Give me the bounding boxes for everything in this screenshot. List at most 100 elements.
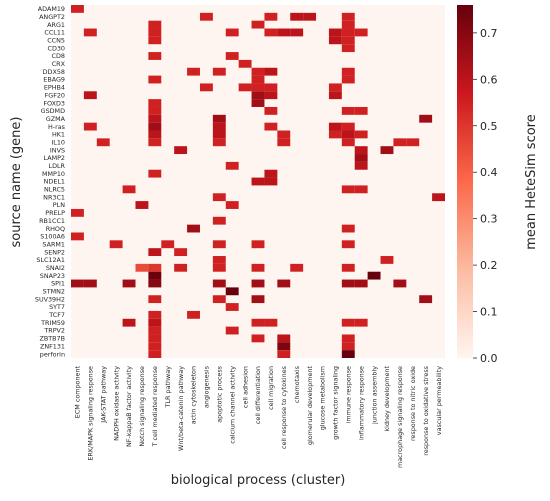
x-tick-label: vascular permeability [435, 366, 443, 435]
heatmap-cell [187, 224, 200, 233]
heatmap-cell [341, 75, 355, 84]
y-tick-label: ZNF131 [40, 342, 65, 350]
heatmap-cell [251, 20, 265, 29]
heatmap-cell [406, 138, 420, 147]
heatmap-cell [148, 20, 162, 29]
heatmap-cell [393, 138, 407, 147]
y-tick-label: ANGPT2 [39, 13, 65, 21]
heatmap-cell [264, 169, 278, 178]
heatmap-cell [419, 114, 433, 123]
heatmap-cell [367, 271, 381, 280]
heatmap-cell [212, 279, 226, 288]
y-tick-label: TRIM59 [40, 319, 65, 327]
y-tick-label: SNAP23 [40, 272, 65, 280]
heatmap-cell [148, 271, 162, 280]
x-tick-label: inflammatory response [357, 366, 365, 440]
x-tick-label: chemotaxis [293, 365, 301, 403]
y-tick-label: S100A6 [40, 233, 65, 241]
heatmap-cell [341, 36, 355, 45]
heatmap-cell [251, 75, 265, 84]
y-tick-label: PLN [53, 201, 65, 209]
heatmap-cell [148, 310, 162, 319]
x-tick-labels: ECM component ERK/MAPK signaling response… [74, 365, 443, 468]
heatmap-cell [148, 99, 162, 107]
heatmap-cell [354, 154, 368, 162]
heatmap-cell [71, 279, 84, 288]
heatmap-cell [122, 185, 136, 194]
y-tick-label: LDLR [49, 162, 66, 170]
x-tick-label: glucose metabolism [319, 366, 327, 430]
y-tick-label: IL10 [51, 138, 65, 146]
heatmap-cell [277, 350, 291, 358]
x-tick-label: NADPH oxidase activity [112, 366, 120, 441]
heatmap-cell [71, 232, 84, 241]
heatmap-cell [161, 240, 175, 249]
y-tick-label: GSDMD [41, 107, 65, 115]
heatmap-cell [212, 216, 226, 225]
heatmap-cell [251, 334, 265, 343]
heatmap-cell [83, 28, 97, 37]
y-tick-label: SYT7 [49, 303, 65, 311]
x-tick-label: Wnt/beta-catenin pathway [177, 366, 185, 451]
heatmap-cell [187, 310, 200, 319]
heatmap-cell [341, 263, 355, 272]
x-tick-label: T cell mediated response [151, 366, 159, 447]
heatmap-cell [341, 28, 355, 37]
y-tick-label: CD30 [47, 44, 65, 52]
heatmap-cell [212, 240, 226, 249]
heatmap-cell [71, 5, 84, 13]
heatmap-cell [251, 99, 265, 107]
y-tick-label: SUV39H2 [35, 295, 65, 303]
heatmap-cell [148, 263, 162, 272]
heatmap-cell [419, 295, 433, 304]
y-tick-label: SNAI2 [46, 264, 65, 272]
y-tick-label: CCL11 [44, 29, 65, 37]
heatmap-cell [264, 67, 278, 76]
heatmap-cell [277, 28, 291, 37]
x-tick-label: angiogenesis [203, 365, 211, 408]
colorbar-tick-label: 0.4 [480, 166, 498, 179]
heatmap-cell [148, 122, 162, 131]
heatmap-cell [148, 248, 162, 257]
heatmap-cell [148, 52, 162, 60]
y-tick-label: SARM1 [42, 240, 65, 248]
heatmap-cell [251, 279, 265, 288]
heatmap-cell [83, 91, 97, 100]
y-tick-label: CD8 [52, 52, 65, 60]
heatmap-cell [148, 318, 162, 327]
heatmap-cell [135, 263, 149, 272]
x-tick-label: ERK/MAPK signaling response [87, 366, 95, 461]
heatmap-cell [354, 318, 368, 327]
heatmap-cell [148, 138, 162, 147]
colorbar-tick-label: 0.6 [480, 73, 498, 86]
y-tick-label: NDEL1 [44, 178, 65, 186]
heatmap-cell [432, 193, 445, 202]
y-tick-labels: ADAM19ANGPT2ARG1CCL11CCN5CD30CD8CRXDDX58… [35, 5, 66, 358]
heatmap-cell [225, 201, 239, 209]
x-tick-label: calcium channel activity [228, 366, 236, 444]
heatmap-cell [148, 334, 162, 343]
heatmap-cell [251, 240, 265, 249]
heatmap-cell [148, 36, 162, 45]
heatmap-cell [212, 193, 226, 202]
x-tick-label: cell differentiation [254, 366, 262, 424]
y-tick-label: CRX [52, 60, 66, 68]
heatmap-cell [225, 303, 239, 311]
heatmap-cell [328, 28, 342, 37]
y-tick-label: SENP2 [44, 248, 65, 256]
y-tick-label: EPHB4 [44, 84, 65, 92]
y-tick-label: RHOQ [46, 225, 65, 233]
heatmap-cell [83, 122, 97, 131]
heatmap-cell [148, 75, 162, 84]
heatmap-cell [148, 28, 162, 37]
heatmap-cell [277, 334, 291, 343]
x-tick-label: response to nitric oxide [409, 366, 417, 441]
heatmap-cell [238, 59, 252, 68]
heatmap-cell [251, 177, 265, 186]
heatmap-cell [212, 130, 226, 139]
heatmap-cell [354, 28, 368, 37]
heatmap-cell [199, 83, 213, 92]
heatmap-cell [341, 106, 355, 115]
x-tick-label: NF-kappaB factor activity [125, 366, 133, 447]
heatmap-cell [148, 295, 162, 304]
